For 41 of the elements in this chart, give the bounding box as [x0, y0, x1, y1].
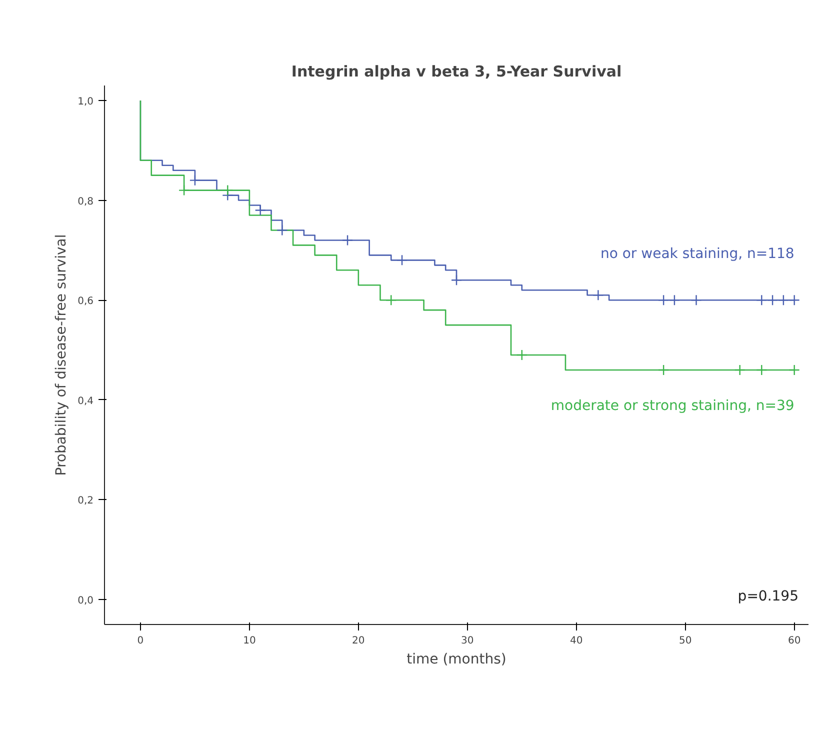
point	[342, 234, 354, 246]
y-tick-label: 0,0	[78, 596, 94, 607]
x-axis-title: time (months)	[406, 652, 506, 668]
point	[178, 184, 190, 196]
point	[276, 224, 288, 236]
x-tick-label: 20	[352, 636, 365, 646]
text: moderate or strong staining, n=39	[550, 398, 794, 414]
annotation: p=0.195	[738, 588, 799, 604]
point	[658, 364, 670, 376]
x-tick-label: 60	[788, 636, 801, 646]
x-tick-label: 10	[243, 636, 256, 646]
point	[658, 294, 670, 306]
point	[778, 294, 790, 306]
y-tick-label: 0,4	[78, 396, 94, 407]
x-tick-label: 40	[570, 636, 583, 646]
point	[450, 274, 462, 286]
y-tick-label: 1,0	[78, 96, 94, 108]
x-tick-label: 0	[137, 636, 144, 646]
y-axis-title: Probability of disease-free survival	[54, 234, 70, 476]
point	[788, 294, 800, 306]
point	[516, 349, 528, 361]
y-tick-label: 0,2	[78, 496, 94, 507]
point	[690, 294, 702, 306]
point	[756, 364, 768, 376]
y-tick-label: 0,8	[78, 196, 94, 208]
chart-title: Integrin alpha v beta 3, 5-Year Survival	[291, 62, 622, 80]
point	[386, 294, 397, 306]
x-tick-label: 30	[461, 636, 474, 646]
point	[222, 184, 234, 196]
point	[396, 254, 408, 266]
point	[756, 294, 768, 306]
point	[189, 174, 201, 186]
point	[668, 294, 680, 306]
text: no or weak staining, n=118	[600, 246, 794, 262]
y-tick-label: 0,6	[78, 296, 94, 308]
point	[254, 204, 266, 216]
point	[788, 364, 800, 376]
x-tick-label: 50	[678, 636, 692, 646]
point	[592, 290, 604, 301]
point	[766, 294, 778, 306]
point	[734, 364, 746, 376]
